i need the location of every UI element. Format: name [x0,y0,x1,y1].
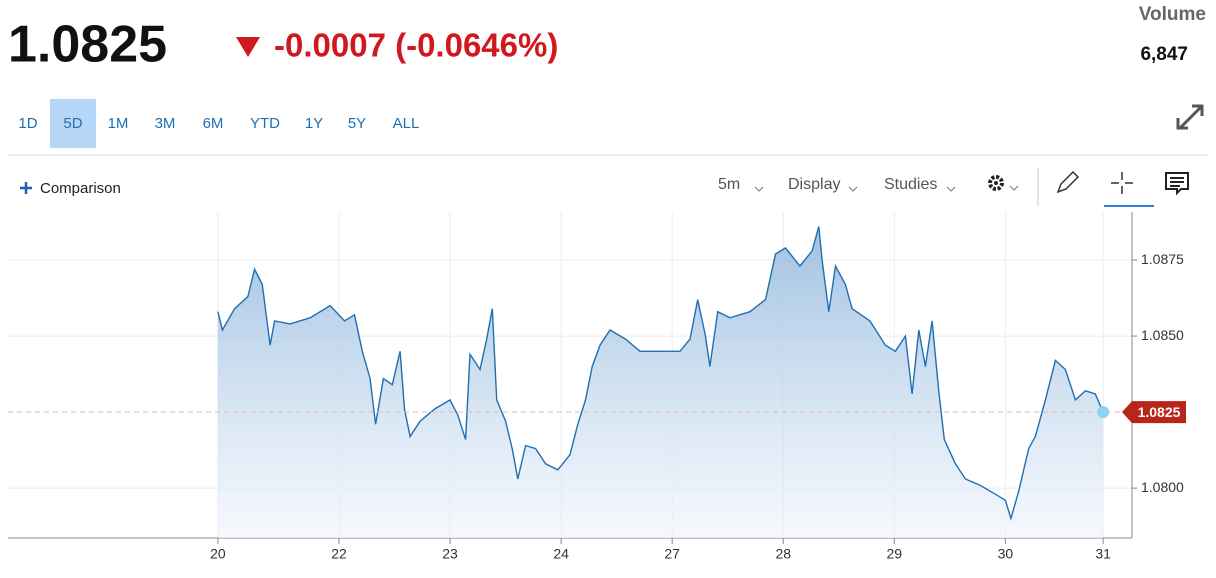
area [217,226,1104,538]
y-tick-label: 1.0800 [1141,479,1184,495]
price-change: -0.0007 (-0.0646%) [274,27,558,64]
range-button[interactable]: 1Y [305,115,323,132]
expand-icon[interactable] [1176,104,1204,130]
range-button[interactable]: ALL [393,115,420,132]
crosshair-icon[interactable] [1111,172,1133,194]
comment-icon[interactable] [1165,172,1189,196]
x-tick-label: 20 [210,546,226,562]
y-tick-label: 1.0875 [1141,251,1184,267]
x-tick-label: 29 [887,546,903,562]
x-tick-label: 27 [664,546,680,562]
plus-icon [20,182,32,194]
display-button[interactable]: Display [788,176,840,193]
y-tick-label: 1.0850 [1141,327,1184,343]
price: 1.0825 [8,16,167,74]
last-point [1097,406,1110,419]
chevron [946,186,956,192]
comparison-button[interactable]: Comparison [40,180,121,197]
last-price-label: 1.0825 [1138,404,1181,420]
range-button[interactable]: 3M [155,115,176,132]
interval-button[interactable]: 5m [718,176,740,193]
x-tick-label: 31 [1095,546,1111,562]
range-button[interactable]: 5Y [348,115,366,132]
price-line [217,226,1104,521]
settings-icon[interactable] [988,175,1019,191]
volume-label: Volume [1139,4,1206,25]
x-tick-label: 24 [553,546,569,562]
last-price-tag [1122,401,1186,424]
range-button[interactable]: 5D [63,115,82,132]
range-button[interactable]: 1M [108,115,129,132]
range-active-bg [50,99,96,148]
plot: 20 22 23 24 27 28 29 30 31 1.0800 1.0850 1.0875 1.08… [8,212,1186,562]
chevron [848,186,858,192]
range-button[interactable]: 6M [203,115,224,132]
draw-icon[interactable] [1056,170,1080,194]
volume-value: 6,847 [1140,44,1188,65]
down-arrow [236,37,260,57]
studies-button[interactable]: Studies [884,176,937,193]
range-bar: 1D 5D 1M 3M 6M YTD 1Y 5Y ALL [18,99,419,148]
x-tick-label: 23 [442,546,458,562]
x-tick-label: 28 [775,546,791,562]
range-button[interactable]: 1D [18,115,37,132]
x-tick-label: 22 [331,546,347,562]
range-button[interactable]: YTD [250,115,280,132]
chevron [754,186,764,192]
x-tick-label: 30 [998,546,1014,562]
